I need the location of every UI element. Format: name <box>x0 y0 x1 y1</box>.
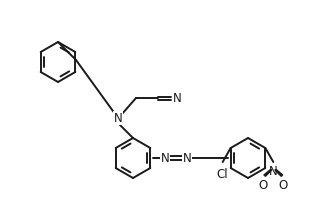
Text: O: O <box>279 179 288 192</box>
Text: N: N <box>173 92 182 105</box>
Text: N: N <box>161 151 170 164</box>
Text: N: N <box>183 151 191 164</box>
Text: N: N <box>269 165 278 178</box>
Text: O: O <box>259 179 268 192</box>
Text: Cl: Cl <box>217 168 229 181</box>
Text: N: N <box>114 112 122 125</box>
